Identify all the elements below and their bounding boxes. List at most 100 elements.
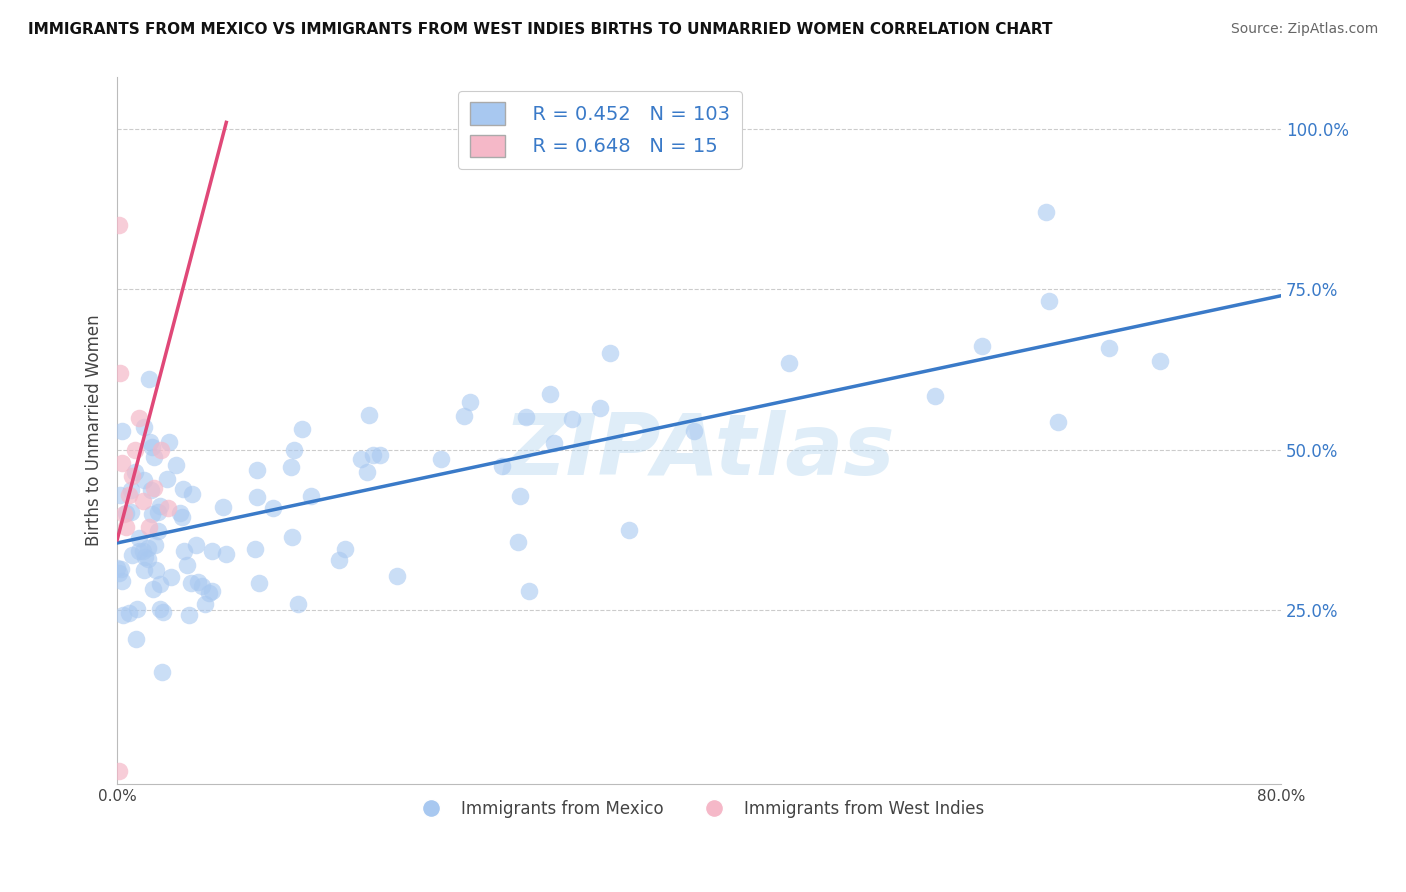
- Point: [299, 489, 322, 503]
- Point: [146, 524, 169, 538]
- Point: [515, 410, 537, 425]
- Point: [105, 561, 128, 575]
- Point: [156, 472, 179, 486]
- Point: [924, 389, 946, 403]
- Point: [107, 566, 129, 580]
- Point: [132, 494, 155, 508]
- Point: [157, 500, 180, 515]
- Point: [194, 598, 217, 612]
- Point: [142, 450, 165, 464]
- Point: [159, 435, 181, 450]
- Point: [124, 466, 146, 480]
- Point: [180, 575, 202, 590]
- Point: [215, 547, 238, 561]
- Point: [138, 372, 160, 386]
- Point: [132, 420, 155, 434]
- Point: [139, 483, 162, 497]
- Point: [599, 346, 621, 360]
- Point: [509, 489, 531, 503]
- Point: [682, 424, 704, 438]
- Point: [114, 507, 136, 521]
- Point: [172, 482, 194, 496]
- Point: [280, 530, 302, 544]
- Point: [111, 607, 134, 622]
- Point: [108, 366, 131, 380]
- Point: [176, 558, 198, 572]
- Point: [136, 541, 159, 555]
- Point: [247, 575, 270, 590]
- Point: [110, 574, 132, 588]
- Point: [970, 338, 993, 352]
- Point: [177, 607, 200, 622]
- Point: [138, 434, 160, 449]
- Point: [128, 410, 150, 425]
- Point: [107, 218, 129, 232]
- Point: [142, 482, 165, 496]
- Point: [201, 544, 224, 558]
- Point: [132, 473, 155, 487]
- Point: [246, 491, 269, 505]
- Point: [128, 531, 150, 545]
- Point: [291, 422, 314, 436]
- Text: Source: ZipAtlas.com: Source: ZipAtlas.com: [1230, 22, 1378, 37]
- Point: [201, 583, 224, 598]
- Point: [181, 487, 204, 501]
- Point: [110, 488, 132, 502]
- Point: [138, 520, 160, 534]
- Point: [120, 505, 142, 519]
- Point: [357, 408, 380, 422]
- Point: [778, 356, 800, 370]
- Point: [120, 483, 142, 497]
- Point: [131, 544, 153, 558]
- Point: [115, 520, 138, 534]
- Point: [458, 395, 481, 409]
- Text: IMMIGRANTS FROM MEXICO VS IMMIGRANTS FROM WEST INDIES BIRTHS TO UNMARRIED WOMEN : IMMIGRANTS FROM MEXICO VS IMMIGRANTS FRO…: [28, 22, 1053, 37]
- Point: [491, 459, 513, 474]
- Point: [184, 538, 207, 552]
- Point: [125, 602, 148, 616]
- Text: ZIPAtlas: ZIPAtlas: [503, 410, 894, 493]
- Point: [141, 507, 163, 521]
- Point: [149, 442, 172, 457]
- Point: [335, 542, 357, 557]
- Point: [246, 462, 269, 476]
- Point: [152, 605, 174, 619]
- Point: [173, 543, 195, 558]
- Legend: Immigrants from Mexico, Immigrants from West Indies: Immigrants from Mexico, Immigrants from …: [408, 794, 990, 825]
- Point: [138, 552, 160, 566]
- Point: [170, 509, 193, 524]
- Point: [453, 409, 475, 423]
- Point: [142, 582, 165, 597]
- Point: [159, 569, 181, 583]
- Point: [134, 550, 156, 565]
- Point: [1035, 205, 1057, 219]
- Point: [146, 506, 169, 520]
- Point: [169, 506, 191, 520]
- Point: [114, 507, 136, 521]
- Point: [1038, 294, 1060, 309]
- Point: [1149, 354, 1171, 368]
- Point: [385, 569, 408, 583]
- Point: [356, 465, 378, 479]
- Point: [141, 440, 163, 454]
- Point: [589, 401, 612, 416]
- Point: [118, 488, 141, 502]
- Point: [538, 387, 561, 401]
- Point: [1098, 342, 1121, 356]
- Point: [149, 577, 172, 591]
- Point: [328, 553, 350, 567]
- Point: [134, 563, 156, 577]
- Point: [121, 548, 143, 562]
- Point: [287, 597, 309, 611]
- Point: [110, 562, 132, 576]
- Point: [187, 575, 209, 590]
- Point: [118, 606, 141, 620]
- Point: [128, 543, 150, 558]
- Point: [110, 456, 132, 470]
- Y-axis label: Births to Unmarried Women: Births to Unmarried Women: [86, 315, 103, 547]
- Point: [143, 538, 166, 552]
- Point: [543, 435, 565, 450]
- Point: [361, 448, 384, 462]
- Point: [508, 535, 530, 549]
- Point: [429, 452, 451, 467]
